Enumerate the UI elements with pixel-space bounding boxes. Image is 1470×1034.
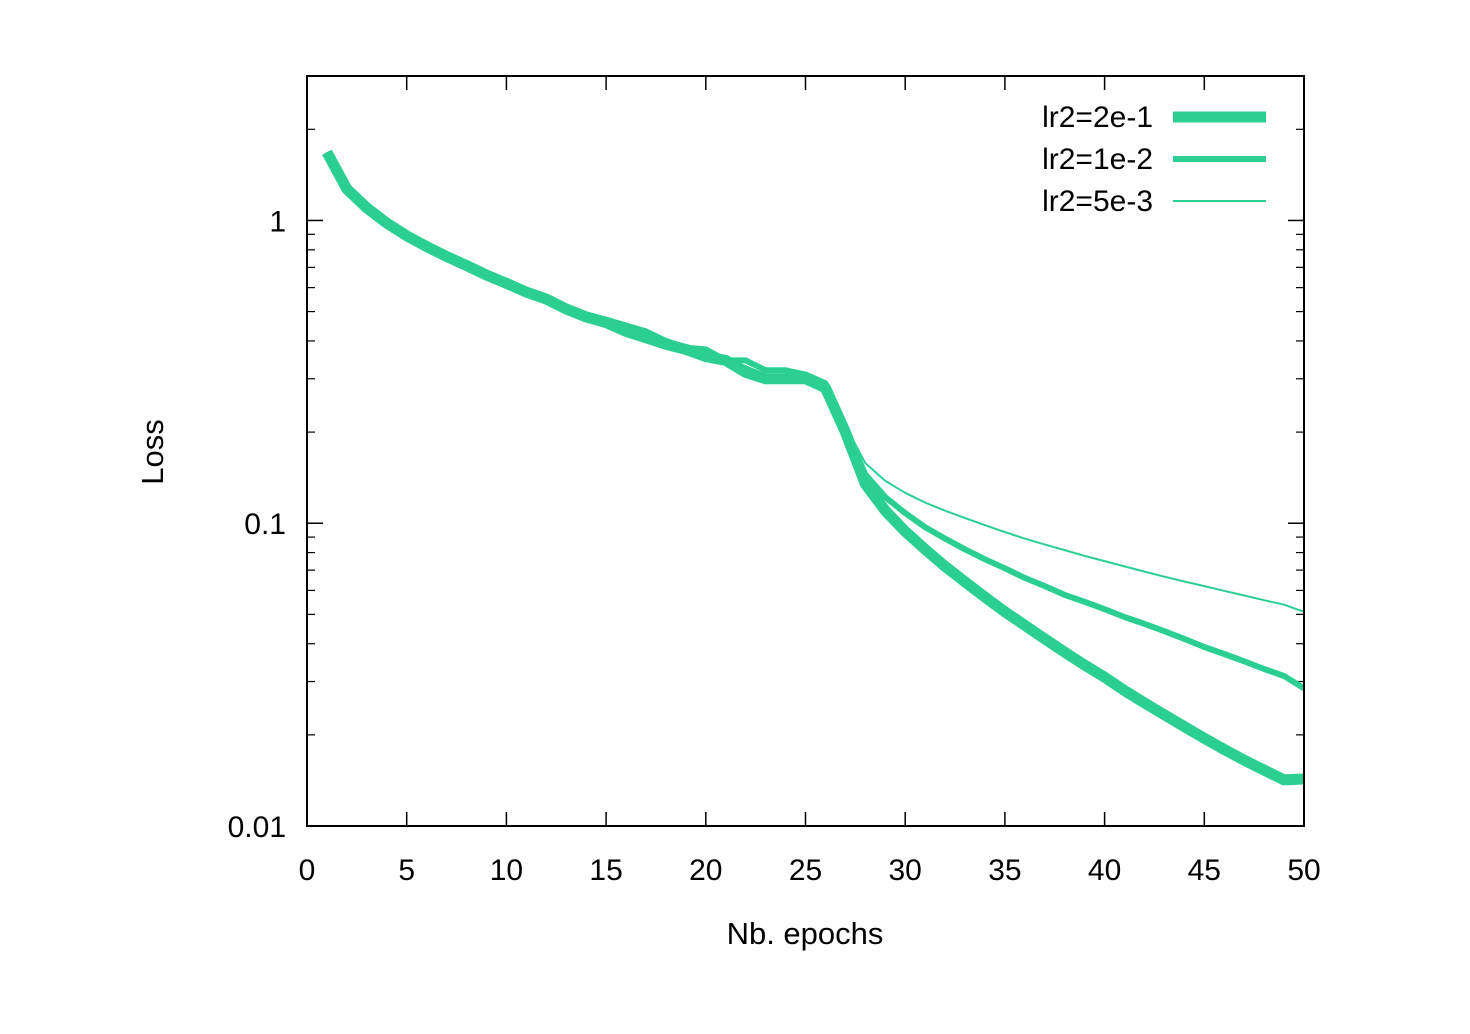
- x-tick-label: 20: [689, 854, 722, 887]
- tick-labels: 0 5 10 15 20 25 30 35 40 45 50 0.01 0.1 1: [228, 205, 1321, 887]
- x-tick-label: 30: [889, 854, 922, 887]
- x-tick-label: 25: [789, 854, 822, 887]
- x-tick-label: 35: [988, 854, 1021, 887]
- legend-label: lr2=2e-1: [1042, 101, 1153, 134]
- x-tick-label: 45: [1188, 854, 1221, 887]
- series-line-2: [324, 150, 1306, 691]
- legend-label: lr2=5e-3: [1042, 185, 1153, 218]
- series-layer: [322, 149, 1306, 786]
- legend: lr2=2e-1 lr2=1e-2 lr2=5e-3: [1042, 101, 1266, 218]
- x-tick-label: 0: [299, 854, 316, 887]
- x-tick-label: 40: [1088, 854, 1121, 887]
- x-tick-label: 15: [589, 854, 622, 887]
- x-tick-label: 5: [398, 854, 415, 887]
- y-axis-title: Loss: [135, 419, 170, 484]
- series-line-1: [322, 149, 1305, 786]
- x-axis-title: Nb. epochs: [727, 916, 884, 951]
- y-tick-label: 0.1: [244, 508, 286, 541]
- y-tick-label: 1: [269, 205, 286, 238]
- y-tick-label: 0.01: [228, 811, 286, 844]
- series-line-3: [326, 151, 1305, 613]
- x-tick-label: 10: [490, 854, 523, 887]
- x-tick-label: 50: [1287, 854, 1320, 887]
- legend-label: lr2=1e-2: [1042, 143, 1153, 176]
- plot-frame: [306, 75, 1305, 827]
